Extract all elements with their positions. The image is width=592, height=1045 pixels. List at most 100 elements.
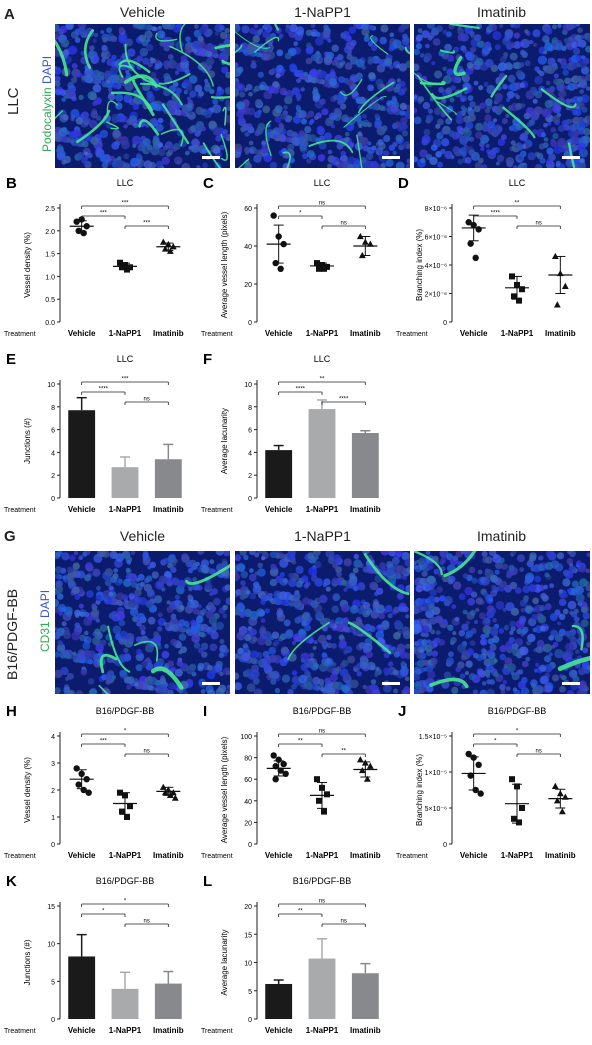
chart-title: B16/PDGF-BB [293,706,352,716]
x-tick-label: Imatinib [545,329,576,338]
chart-f-lacunarity-llc: F LLC 0 2 4 6 8 10 Average lacunarity Treatment Ve… [201,351,381,514]
data-point [270,212,277,219]
y-axis-label: Average vessel length (pixels) [220,211,229,318]
y-tick-label: 2 [248,473,252,480]
y-tick-label: 0 [248,320,252,327]
micro-title-a-napp1: 1-NaPP1 [294,4,351,20]
significance-label: * [124,899,127,905]
bar [265,450,293,498]
micro-title-g-imatinib: Imatinib [476,528,527,544]
y-tick-label: 2.5 [45,206,55,213]
bar [111,467,139,498]
data-point [117,259,123,266]
data-point [275,233,282,240]
chart-title: LLC [314,178,331,188]
data-point [358,251,366,259]
data-point [73,218,80,225]
treatment-label: Treatment [396,853,428,860]
data-point [361,238,369,245]
data-point [319,784,325,791]
stain-label-a: Podocalyxin DAPI [40,55,54,152]
data-point [272,763,279,770]
data-point [556,790,564,797]
significance-label: * [516,729,519,735]
bar [68,410,96,498]
y-tick-label: 0 [51,496,55,503]
x-tick-label: Vehicle [460,329,488,338]
y-tick-label: 60 [244,206,252,213]
significance-label: *** [143,221,151,227]
y-tick-label: 1 [51,815,55,822]
y-tick-label: 5×10⁻⁶ [425,806,447,813]
y-tick-label: 6×10⁻⁶ [425,235,447,242]
data-point [514,783,520,790]
significance-label: ** [320,377,325,383]
data-point [117,789,123,796]
data-point [282,770,289,777]
chart-title: LLC [509,178,526,188]
y-tick-label: 0 [443,842,447,849]
data-point [356,232,364,240]
chart-title: LLC [117,178,134,188]
y-tick-label: 6 [51,428,55,435]
micrograph-b16-napp1 [235,551,410,694]
chart-title: LLC [117,354,134,364]
data-point [519,286,525,293]
y-axis-label: Average vessel length (pixels) [220,736,229,843]
data-point [477,790,484,797]
data-point [161,245,169,252]
micro-title-a-imatinib: Imatinib [476,4,527,20]
y-tick-label: 20 [244,282,252,289]
micro-title-g-vehicle: Vehicle [119,528,166,544]
data-point [277,265,284,272]
bar [111,988,139,1019]
y-tick-label: 0 [51,842,55,849]
panel-letter-g: G [4,528,16,545]
y-tick-label: 0 [443,320,447,327]
y-tick-label: 4 [248,450,252,457]
x-tick-label: Imatinib [153,329,184,338]
chart-h-vessel-density-b16: H B16/PDGF-BB 0 1 2 3 4 Vessel density (%) Treat… [4,703,184,860]
x-tick-label: Imatinib [545,851,576,860]
significance-label: ns [143,919,149,925]
bar [308,958,336,1019]
bar [351,433,379,498]
y-axis-label: Branching index (%) [415,754,424,826]
data-point [516,297,522,304]
significance-label: *** [121,201,129,207]
x-tick-label: 1-NaPP1 [306,1026,339,1035]
data-point [556,269,564,277]
significance-label: *** [100,739,108,745]
data-point [316,797,322,804]
treatment-label: Treatment [201,331,233,338]
data-point [356,756,364,763]
data-point [516,819,522,826]
x-tick-label: 1-NaPP1 [501,851,534,860]
data-point [358,766,366,774]
x-tick-label: Vehicle [265,329,293,338]
data-point [85,789,92,796]
data-point [316,265,322,272]
bar [154,983,182,1019]
data-point [514,281,520,288]
y-tick-label: 10 [47,382,55,389]
x-tick-label: Vehicle [265,851,293,860]
treatment-label: Treatment [4,507,36,514]
data-point [475,226,482,233]
data-point [465,750,472,758]
x-tick-label: 1-NaPP1 [109,329,142,338]
data-point [551,252,559,260]
micrograph-b16-vehicle [55,551,230,694]
significance-label: ns [319,899,325,905]
x-tick-label: 1-NaPP1 [306,851,339,860]
data-point [509,273,515,280]
data-point [561,793,569,800]
data-point [80,786,87,794]
panel-letter-d: D [398,175,409,192]
data-point [366,762,374,769]
data-point [321,808,327,815]
y-tick-label: 0.5 [45,297,55,304]
significance-label: **** [99,387,109,393]
row-label-b16: B16/PDGF-BB [4,588,20,680]
y-tick-label: 2.0 [45,229,55,236]
